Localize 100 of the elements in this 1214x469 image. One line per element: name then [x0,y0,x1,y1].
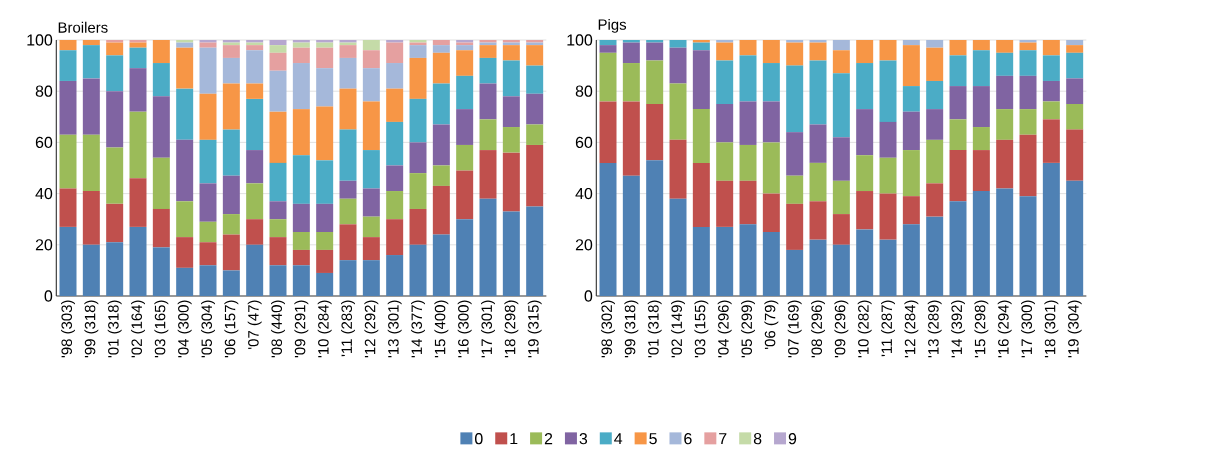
bar [526,144,544,207]
bar [59,50,77,81]
bar [246,98,264,151]
bar [926,40,944,48]
bar [152,40,170,64]
bar [386,165,404,192]
bar [129,47,147,69]
bar [716,226,734,296]
bar [926,139,944,184]
bar [386,191,404,220]
bar [879,121,897,158]
x-tick-label: '07 (47) [247,300,262,349]
bar [599,101,617,163]
y-tick-label: 20 [35,239,53,251]
bar [176,267,194,296]
x-tick-label: '10 (282) [857,300,872,358]
bar [386,42,404,64]
bar [1019,134,1037,197]
bar [456,219,474,296]
bar [996,40,1014,53]
bar [926,109,944,140]
bar [246,50,264,84]
bar [716,104,734,143]
bar [59,188,77,227]
bar [716,180,734,227]
bar [599,52,617,102]
bar [222,234,240,271]
x-tick-label: '07 (169) [787,300,802,358]
bar [902,45,920,87]
bar [1042,101,1060,120]
bar [106,55,124,92]
bar [996,139,1014,189]
bar [926,47,944,81]
y-tick-label: 60 [575,136,593,149]
bar [692,42,710,51]
bar [716,40,734,43]
bar [526,45,544,66]
bar [292,265,310,296]
bar [222,129,240,176]
bar [1042,40,1060,56]
bar [269,45,287,53]
bar [479,150,497,199]
bar [456,50,474,76]
bar [269,52,287,71]
bar [176,139,194,202]
bar [129,68,147,112]
bar [879,40,897,61]
bar [432,83,450,125]
bar [269,265,287,296]
bar [1042,55,1060,81]
bar [692,226,710,296]
bar [716,142,734,181]
y-tick-label: 100 [567,34,593,46]
bar [622,175,640,296]
bar [316,47,334,69]
bar [902,196,920,225]
bar [432,40,450,46]
bar [599,162,617,296]
legend-label: 4 [614,433,623,445]
bar [59,80,77,135]
y-tick-label: 40 [575,187,593,200]
bar [409,208,427,245]
x-tick-label: '15 (298) [974,300,989,358]
bar [622,101,640,176]
bar [669,198,687,296]
bar [362,101,380,151]
bar [809,201,827,240]
bar [786,132,804,176]
bar [526,124,544,145]
bar [222,57,240,84]
x-tick-label: '03 (165) [154,300,169,358]
bar [246,219,264,245]
bar [292,249,310,266]
x-tick-label: '02 (149) [671,300,685,358]
bar [479,198,497,296]
bar [502,96,520,128]
bar [1019,50,1037,76]
bar [362,237,380,261]
bar [762,142,780,194]
bar [199,183,217,222]
bar [1066,129,1084,181]
bar [786,249,804,296]
legend-label: 0 [475,433,483,445]
chart-title: Broilers [58,21,108,33]
bar [692,50,710,110]
bar [246,183,264,220]
bar [339,88,357,130]
bar [386,255,404,296]
x-tick-label: '19 (304) [1067,300,1082,358]
bar [106,147,124,204]
bar [432,165,450,186]
bar [739,101,757,145]
x-tick-label: '08 (296) [811,300,825,358]
x-tick-label: '14 (392) [951,300,965,358]
bar [409,142,427,174]
bar [1019,42,1037,51]
bar [106,42,124,56]
bar [339,57,357,89]
bar [199,265,217,296]
bar [82,40,100,46]
